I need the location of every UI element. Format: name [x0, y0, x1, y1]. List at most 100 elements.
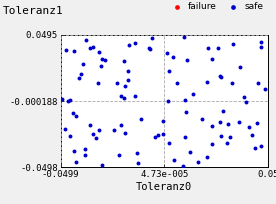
safe: [166, 99, 171, 102]
safe: [66, 100, 70, 103]
safe: [238, 65, 242, 69]
safe: [218, 121, 222, 124]
safe: [97, 129, 101, 132]
safe: [91, 133, 95, 136]
safe: [218, 76, 223, 79]
safe: [216, 46, 221, 50]
Text: Toleranz1: Toleranz1: [3, 6, 63, 16]
safe: [226, 123, 230, 126]
safe: [205, 155, 209, 159]
safe: [161, 132, 165, 135]
safe: [172, 159, 176, 162]
safe: [148, 47, 152, 51]
safe: [102, 59, 107, 62]
safe: [175, 82, 179, 85]
safe: [259, 144, 264, 147]
safe: [258, 41, 263, 44]
safe: [218, 74, 222, 77]
safe: [196, 161, 200, 164]
safe: [121, 97, 126, 100]
safe: [187, 151, 192, 154]
safe: [209, 143, 214, 146]
safe: [99, 65, 104, 68]
safe: [119, 94, 123, 97]
safe: [133, 41, 137, 45]
safe: [123, 131, 127, 135]
safe: [255, 81, 260, 84]
safe: [219, 134, 223, 137]
safe: [200, 118, 205, 121]
safe: [210, 124, 214, 127]
safe: [156, 134, 161, 137]
safe: [100, 163, 104, 167]
safe: [181, 165, 185, 168]
safe: [255, 121, 259, 124]
safe: [132, 95, 137, 98]
safe: [68, 98, 73, 101]
safe: [84, 38, 88, 41]
safe: [190, 92, 195, 95]
safe: [249, 134, 254, 137]
safe: [79, 72, 83, 76]
safe: [91, 45, 95, 49]
safe: [221, 109, 225, 112]
safe: [134, 151, 139, 154]
safe: [184, 110, 189, 114]
safe: [242, 95, 246, 99]
safe: [263, 87, 267, 91]
safe: [77, 76, 81, 80]
safe: [225, 141, 229, 144]
safe: [88, 123, 92, 126]
safe: [206, 47, 211, 50]
safe: [97, 50, 101, 53]
safe: [259, 45, 264, 49]
safe: [83, 153, 88, 156]
safe: [72, 49, 76, 53]
safe: [72, 150, 76, 153]
safe: [209, 57, 214, 61]
safe: [123, 85, 128, 88]
safe: [121, 59, 126, 62]
safe: [115, 82, 119, 85]
safe: [139, 117, 144, 120]
safe: [60, 98, 64, 101]
safe: [253, 146, 258, 150]
safe: [153, 135, 157, 139]
safe: [68, 134, 72, 137]
safe: [171, 55, 175, 58]
X-axis label: Toleranz0: Toleranz0: [136, 182, 192, 192]
safe: [87, 47, 92, 50]
safe: [167, 141, 172, 144]
safe: [83, 147, 87, 151]
safe: [165, 52, 169, 55]
safe: [185, 59, 190, 62]
safe: [63, 127, 67, 131]
Legend: failure, safe: failure, safe: [168, 2, 263, 11]
safe: [100, 57, 104, 60]
safe: [126, 69, 130, 72]
safe: [247, 126, 251, 129]
safe: [74, 114, 78, 118]
safe: [147, 47, 152, 50]
safe: [127, 43, 131, 46]
safe: [227, 136, 232, 139]
safe: [136, 162, 140, 165]
safe: [64, 48, 68, 51]
safe: [81, 62, 85, 65]
safe: [117, 154, 121, 157]
safe: [71, 111, 75, 114]
safe: [182, 35, 187, 38]
safe: [205, 80, 209, 83]
safe: [231, 42, 235, 46]
safe: [161, 119, 165, 123]
safe: [74, 160, 78, 163]
safe: [119, 123, 123, 127]
safe: [183, 135, 187, 139]
safe: [167, 69, 171, 73]
safe: [244, 101, 248, 104]
safe: [237, 120, 242, 124]
safe: [182, 98, 187, 101]
safe: [94, 136, 98, 140]
safe: [150, 37, 154, 40]
safe: [96, 82, 100, 85]
